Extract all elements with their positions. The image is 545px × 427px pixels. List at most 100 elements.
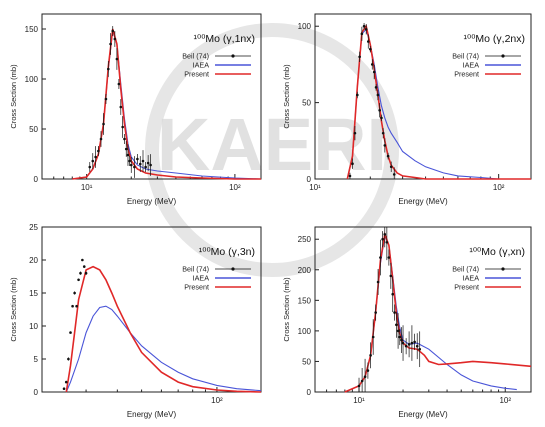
data-point [369,354,372,357]
legend-label: Present [184,70,209,79]
data-point [71,304,74,308]
data-point [115,57,119,61]
data-point [368,47,372,51]
y-tick-label: 0 [307,175,312,184]
data-point [84,271,88,275]
y-tick-label: 150 [25,25,39,34]
y-tick-label: 25 [29,223,38,232]
plot-frame [41,13,262,180]
data-point [360,379,364,383]
chart-title: ¹⁰⁰Mo (γ,1nx) [193,33,255,45]
watermark-arc [145,23,399,277]
chart-panel-3: 0 5 10 15 20 25 10² Energy (MeV) Cross Section (… [9,223,262,419]
data-point [374,311,377,314]
chart-title: ¹⁰⁰Mo (γ,3n) [199,246,255,258]
chart-title: ¹⁰⁰Mo (γ,2nx) [463,33,525,45]
data-point [392,173,396,176]
data-point [395,323,398,327]
data-point [379,256,382,259]
data-point [104,97,108,101]
data-point [75,304,78,308]
data-point [413,340,416,344]
legend-label: IAEA [193,61,210,70]
x-tick-label: 10² [211,396,223,405]
data-point [133,165,136,169]
data-point [385,240,389,244]
data-point [400,338,403,342]
data-point [387,256,391,259]
data-point [106,67,110,71]
data-point [97,149,100,153]
data-point [376,280,380,284]
data-point [123,137,126,141]
data-point [358,55,361,59]
x-axis-label: Energy (MeV) [398,410,448,419]
chart-panel-4: 0 50 100 150 200 250 10¹ 10² Energy (MeV) Cross S… [282,226,532,419]
data-point [113,37,117,41]
data-point [353,131,357,135]
y-tick-label: 0 [34,175,39,184]
x-tick-label: 10¹ [353,396,365,405]
data-point [357,384,361,388]
legend-swatch-point [501,267,505,271]
x-axis-label: Energy (MeV) [127,410,177,419]
data-point [410,341,414,345]
legend-label: Beil (74) [452,265,479,274]
legend-swatch-point [231,54,235,58]
data-point [82,265,86,268]
data-point [81,258,84,262]
data-point [144,165,147,169]
legend-label: Present [454,70,479,79]
y-tick-label: 50 [29,125,38,134]
watermark: KAERI [145,23,399,277]
data-point [381,237,384,241]
x-tick-label: 10¹ [309,183,321,192]
data-point [136,157,139,161]
chart-title: ¹⁰⁰Mo (γ,xn) [469,246,525,258]
legend-label: IAEA [463,61,480,70]
data-point [360,32,364,36]
data-point [376,93,380,97]
data-point [119,105,123,109]
legend-label: IAEA [463,274,480,283]
data-point [77,278,80,282]
data-point [398,335,402,339]
y-axis-label: Cross Section (mb) [9,64,18,129]
y-axis-label: Cross Section (mb) [282,64,291,129]
data-point [418,347,422,351]
data-point [126,153,130,157]
data-point [62,387,66,391]
plot-frame [314,226,532,393]
data-point [109,42,112,46]
chart-panel-1: 0 50 100 150 10¹ 10² Energy (MeV) Cross Section… [9,13,262,206]
data-point [381,131,385,135]
data-point [121,125,124,129]
data-point [91,159,95,163]
data-point [111,29,115,33]
data-point [378,108,381,112]
data-point [386,154,390,158]
data-point [348,174,352,178]
data-point [79,271,82,275]
data-point [389,165,393,169]
y-tick-label: 100 [298,327,312,336]
data-point [391,292,395,296]
legend-label: Present [454,283,479,292]
x-tick-label: 10¹ [81,183,93,192]
data-point [363,375,367,379]
data-point [383,233,387,236]
y-tick-label: 5 [34,355,39,364]
y-tick-label: 0 [307,388,312,397]
legend-label: Beil (74) [182,52,209,61]
y-tick-label: 50 [302,357,311,366]
y-tick-label: 100 [25,75,39,84]
data-point [124,147,128,151]
data-point [146,161,150,165]
y-axis-label: Cross Section (mb) [9,277,18,342]
x-tick-label: 10² [493,183,505,192]
legend-label: Beil (74) [182,265,209,274]
legend-swatch-point [501,54,505,58]
data-point [138,162,142,166]
data-point [356,93,359,97]
x-axis-label: Energy (MeV) [398,197,448,206]
